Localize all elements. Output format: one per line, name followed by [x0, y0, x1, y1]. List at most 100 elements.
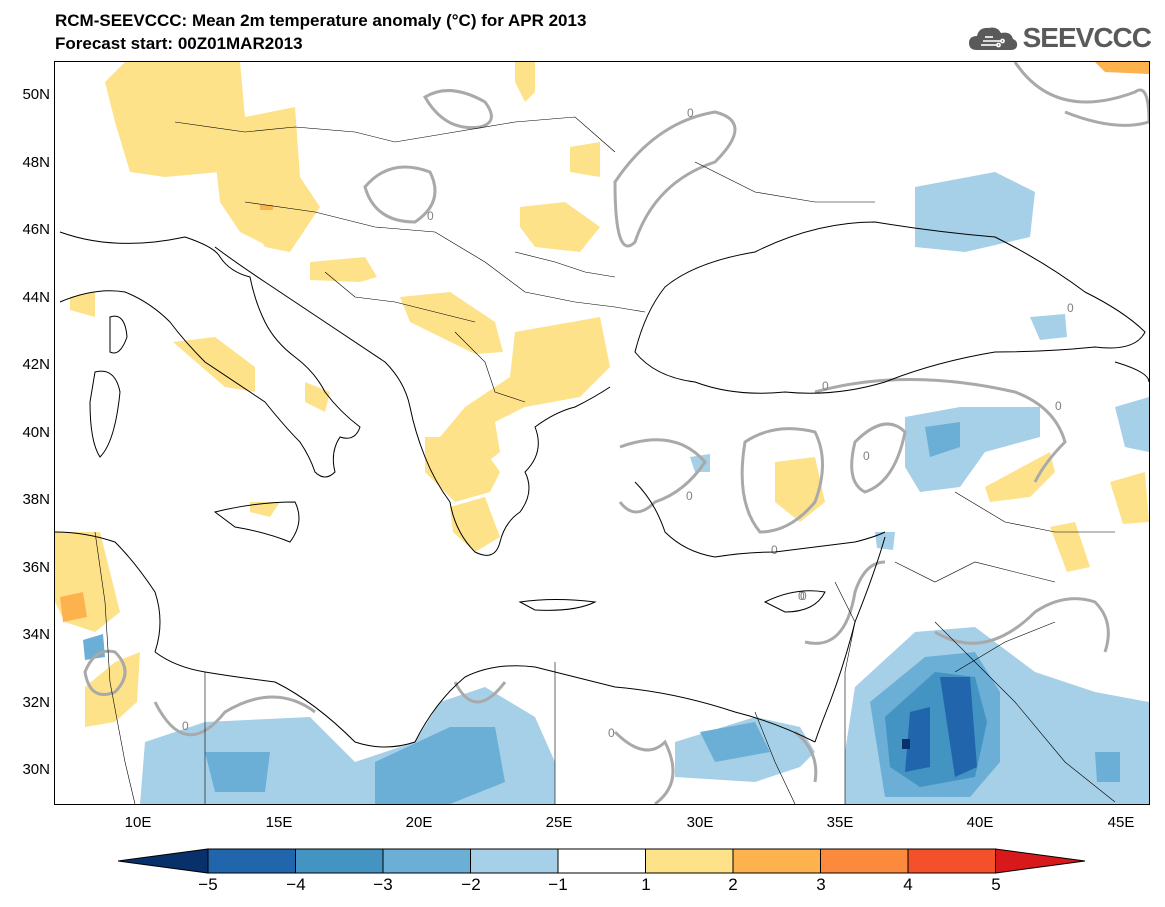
anatolia-south-coast — [634, 481, 886, 558]
cold-area-libya-east-core — [375, 727, 505, 804]
warm-area-peloponnese — [450, 497, 500, 552]
greece-coast — [449, 386, 611, 556]
x-tick-label: 40E — [966, 814, 994, 831]
cold-area-caucasus-east — [1115, 397, 1149, 452]
zero-contour-russia — [1013, 62, 1149, 127]
contour-label: 0 — [686, 489, 693, 503]
contour-label: 0 — [771, 543, 778, 557]
warm-area-alps — [215, 152, 305, 247]
y-tick-label: 46N — [22, 221, 50, 238]
warm-area-sicily — [250, 502, 280, 517]
colorbar — [118, 848, 1086, 874]
cold-area-jordan-core-b — [940, 677, 977, 777]
cold-area-caucasus-west — [1030, 314, 1067, 340]
warm-area-anatolia-east — [985, 452, 1055, 502]
colorbar-label: 4 — [903, 875, 913, 894]
tunisia-coast — [55, 531, 161, 653]
colorbar-segment — [295, 848, 384, 874]
cold-area-eastern-anatolia-core — [925, 422, 960, 457]
colorbar-segment — [207, 848, 296, 874]
page-title: RCM-SEEVCCC: Mean 2m temperature anomaly… — [55, 11, 587, 30]
zero-contour-ukraine — [422, 89, 493, 130]
zero-contour-anatolia-north — [814, 378, 1067, 483]
cold-area-azov — [915, 172, 1035, 252]
contour-label: 0 — [608, 726, 615, 740]
colorbar-segment — [557, 848, 646, 874]
colorbar-segment — [820, 848, 909, 874]
contour-label: 0 — [182, 719, 189, 733]
x-tick-label: 20E — [405, 814, 433, 831]
cyprus-coast — [763, 590, 826, 613]
warm-area-greece-mainland — [425, 437, 500, 502]
contour-label: 0 — [822, 379, 829, 393]
warm-area-syria — [1050, 522, 1090, 572]
contour-label: 0 — [1055, 399, 1062, 413]
egypt-coast — [534, 666, 816, 743]
colorbar-label: −1 — [548, 875, 568, 894]
warm-area-georgia — [1110, 472, 1149, 524]
colorbar-segment — [470, 848, 559, 874]
warm-area-sardinia — [70, 292, 95, 317]
warm-area-italy-adriatic — [305, 382, 330, 412]
y-tick-label: 50N — [22, 86, 50, 103]
zero-contour-libya-east — [453, 681, 507, 704]
warm-area-moldova — [570, 142, 600, 177]
colorbar-segment — [382, 848, 471, 874]
y-tick-label: 36N — [22, 559, 50, 576]
zero-contour-anatolia-east — [850, 422, 907, 494]
colorbar-segment — [907, 848, 996, 874]
adriatic-east-coast — [214, 246, 451, 503]
x-tick-label: 35E — [826, 814, 854, 831]
zero-contour-lines — [83, 62, 1149, 804]
cold-area-jordan-core-a — [905, 707, 930, 772]
zero-contour-anatolia-west — [618, 438, 707, 514]
forecast-start-subtitle: Forecast start: 00Z01MAR2013 — [55, 34, 303, 53]
contour-label: 0 — [863, 449, 870, 463]
hot-area-caucasus-north — [1095, 62, 1149, 74]
crete-coast — [518, 599, 597, 611]
warm-area-romania — [520, 202, 600, 252]
contour-label: 0 — [427, 209, 434, 223]
y-tick-label: 40N — [22, 424, 50, 441]
hot-area-algeria-core — [60, 592, 87, 622]
contour-label: 0 — [1067, 301, 1074, 315]
warm-area-dalmatia — [310, 257, 377, 282]
zero-contour-sinai — [794, 730, 818, 783]
corsica-coast — [109, 315, 128, 354]
zero-contour-moldova — [363, 165, 437, 224]
cold-area-libya-core — [205, 752, 270, 792]
colorbar-label: −4 — [286, 875, 306, 894]
colorbar-label: 2 — [728, 875, 738, 894]
cold-area-syria-spot — [875, 532, 895, 550]
x-tick-label: 25E — [545, 814, 573, 831]
colorbar-label: 5 — [991, 875, 1001, 894]
libya-coast — [154, 651, 536, 748]
y-tick-label: 32N — [22, 694, 50, 711]
cold-anomaly-areas — [83, 172, 1149, 804]
seevccc-logo: SEEVCCC — [967, 22, 1152, 54]
map-panel: 0 0 0 0 0 0 0 0 0 0 0 0 — [54, 61, 1150, 805]
colorbar-segment — [995, 848, 1086, 874]
hot-area-austria-core — [260, 205, 273, 210]
zero-contour-labels: 0 0 0 0 0 0 0 0 0 0 0 0 — [182, 106, 1074, 740]
x-tick-label: 15E — [265, 814, 293, 831]
cloud-icon — [968, 27, 1017, 50]
contour-label: 0 — [687, 106, 694, 120]
zero-contour-east-europe — [613, 110, 737, 248]
map-svg: 0 0 0 0 0 0 0 0 0 0 0 0 — [55, 62, 1149, 804]
warm-area-italy-central — [173, 337, 255, 392]
zero-contour-levant — [804, 560, 886, 645]
colorbar-segment — [645, 848, 734, 874]
black-sea-coast — [634, 221, 1146, 394]
warm-area-ukraine-north — [515, 62, 535, 102]
hot-anomaly-areas — [60, 62, 1149, 622]
italy-coast — [59, 231, 361, 478]
colorbar-segment — [118, 848, 209, 874]
colorbar-label: −2 — [461, 875, 481, 894]
contour-label: 0 — [798, 589, 805, 603]
colorbar-label: −3 — [373, 875, 393, 894]
x-tick-label: 30E — [686, 814, 714, 831]
y-tick-label: 34N — [22, 626, 50, 643]
cold-area-central-anatolia — [690, 454, 710, 472]
y-tick-label: 42N — [22, 356, 50, 373]
